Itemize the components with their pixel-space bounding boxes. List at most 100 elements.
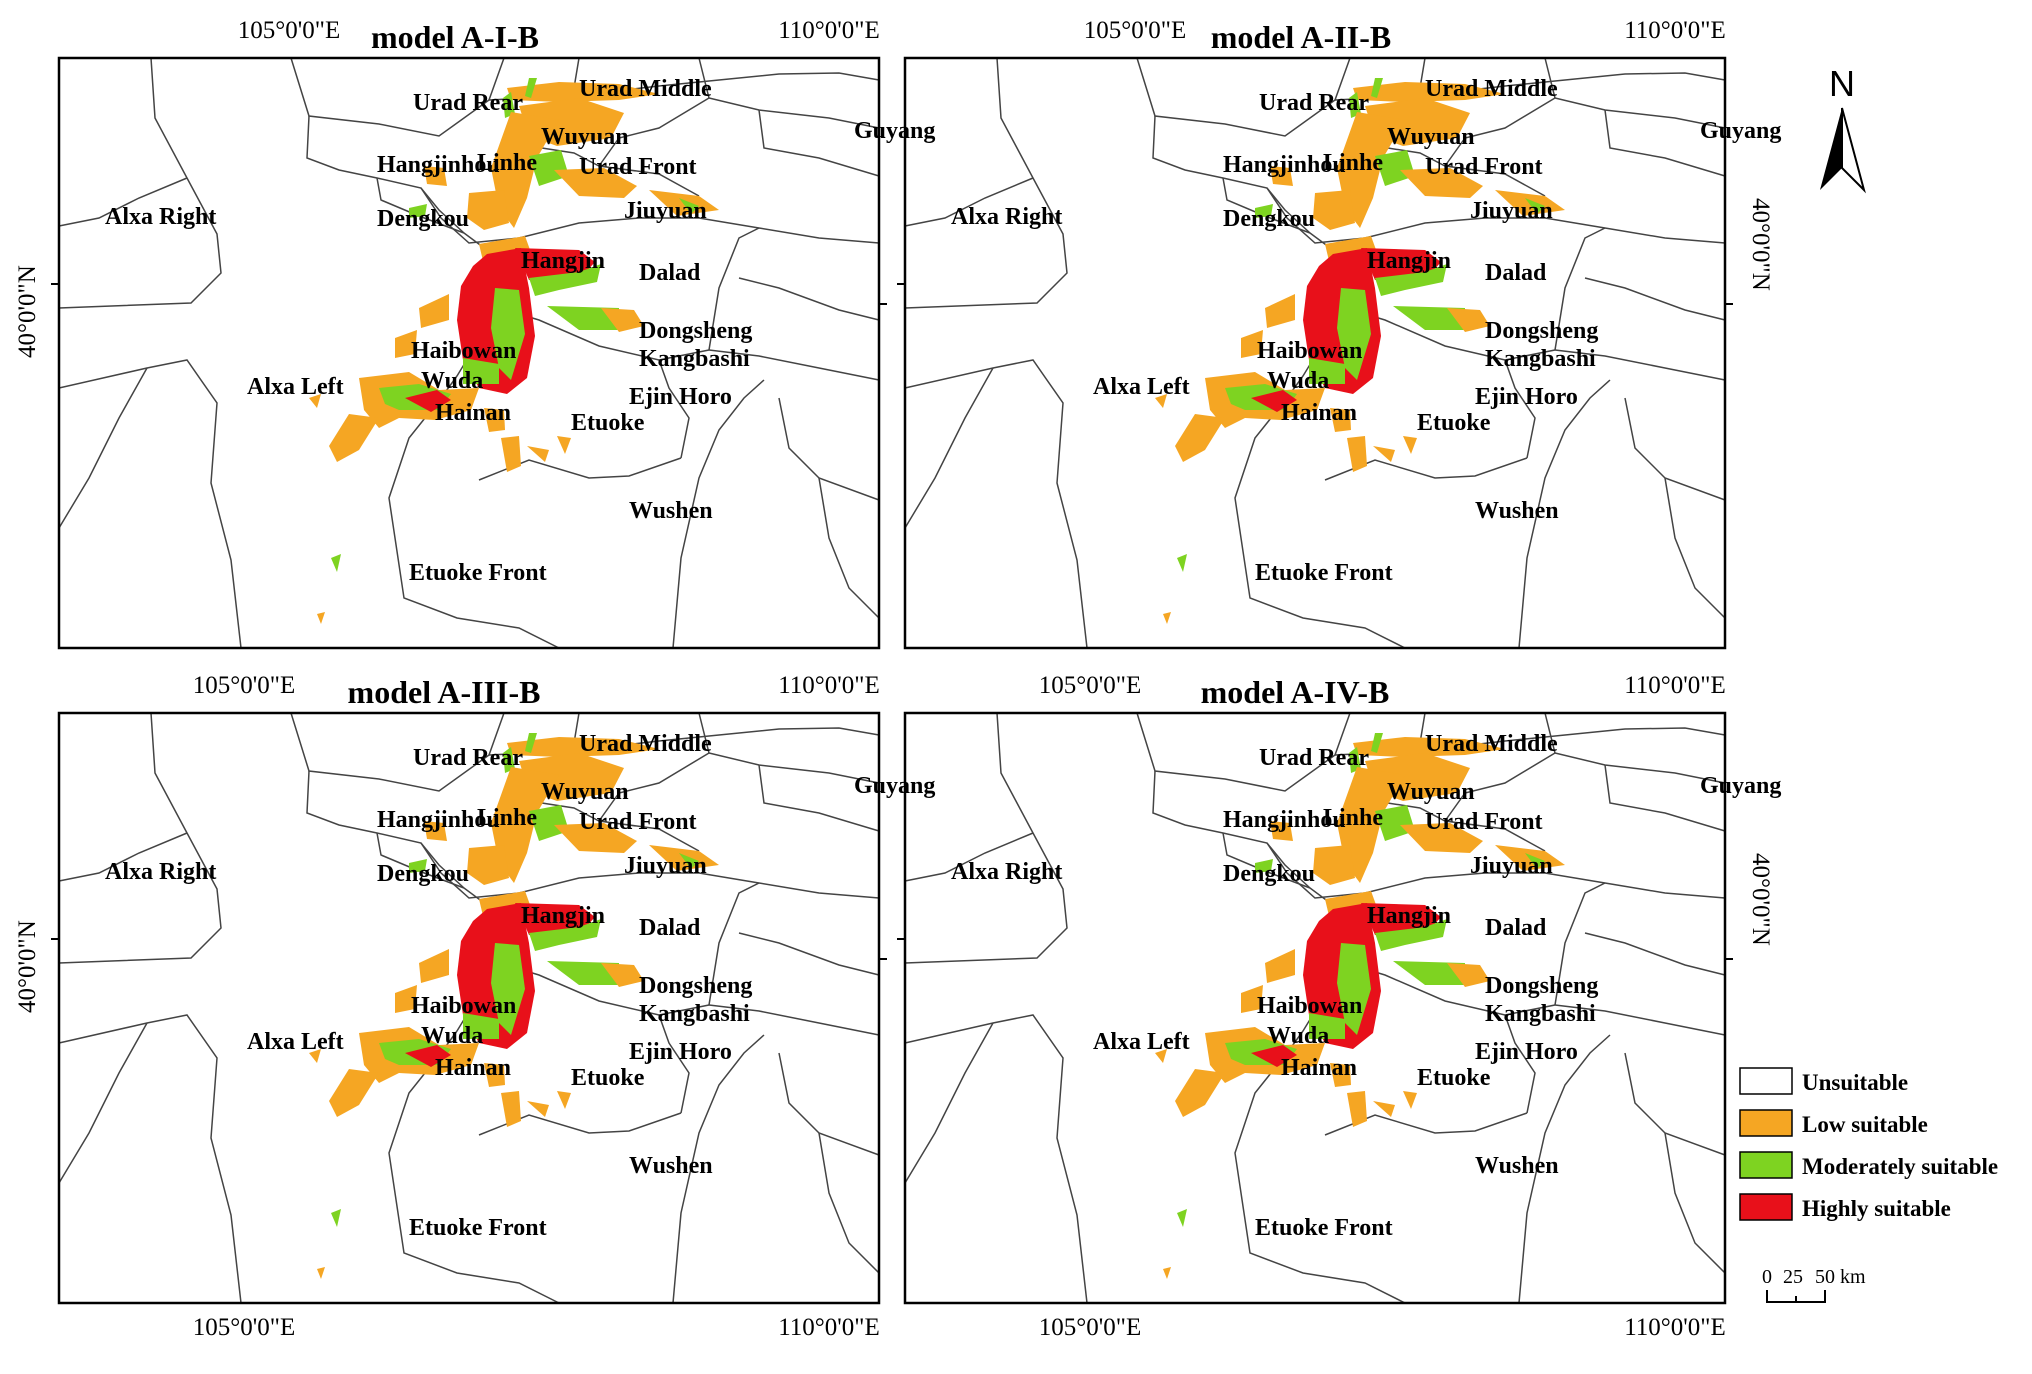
place-label: Haibowan [411, 993, 516, 1019]
place-label: Dengkou [377, 861, 469, 887]
place-label: Etuoke Front [1255, 1215, 1393, 1241]
place-label: Alxa Left [247, 1029, 344, 1055]
place-label: Urad Front [579, 809, 697, 835]
place-label: Dalad [1485, 915, 1547, 941]
place-label: Hangjinhou [377, 807, 500, 833]
place-label: Jiuyuan [1470, 198, 1553, 224]
legend-label: Unsuitable [1802, 1070, 1908, 1095]
place-label: Kangbashi [639, 346, 750, 372]
place-label: Wushen [1475, 498, 1559, 524]
place-label: Urad Rear [413, 745, 523, 771]
place-label: Urad Middle [1425, 76, 1558, 102]
place-label: Dongsheng [639, 973, 752, 999]
place-label: Linhe [477, 150, 537, 176]
place-label: Urad Front [1425, 154, 1543, 180]
place-label: Ejin Horo [629, 1039, 732, 1065]
place-label: Urad Rear [1259, 745, 1369, 771]
place-label: Kangbashi [639, 1001, 750, 1027]
lon-label-110-bottom: 110°0'0"E [778, 1314, 880, 1341]
place-label: Alxa Right [105, 859, 216, 885]
lon-label-105-bottom: 105°0'0"E [193, 1314, 295, 1341]
place-label: Wuyuan [1387, 124, 1475, 150]
north-arrow: N [1820, 63, 1866, 194]
legend-item-moderately-suitable: Moderately suitable [1739, 1151, 1998, 1179]
lon-label-105: 105°0'0"E [1039, 672, 1141, 699]
lon-label-105: 105°0'0"E [193, 672, 295, 699]
lon-label-110-bottom: 110°0'0"E [1624, 1314, 1726, 1341]
place-label: Hangjin [521, 248, 605, 274]
place-label: Linhe [477, 805, 537, 831]
scale-tick-25: 25 [1783, 1266, 1803, 1288]
place-label: Jiuyuan [1470, 853, 1553, 879]
place-label: Kangbashi [1485, 346, 1596, 372]
legend-item-highly-suitable: Highly suitable [1739, 1193, 1951, 1221]
lat-label-40: 40°0'0"N [1747, 198, 1774, 291]
lat-label-40: 40°0'0"N [14, 920, 41, 1013]
place-labels: Urad Rear Urad Middle Guyang Wuyuan Hangjinh… [951, 76, 1781, 586]
legend-swatch [1739, 1193, 1793, 1221]
place-label: Wuyuan [541, 779, 629, 805]
place-label: Hainan [1281, 400, 1357, 426]
place-label: Ejin Horo [1475, 1039, 1578, 1065]
place-label: Alxa Left [247, 374, 344, 400]
place-label: Dalad [639, 915, 701, 941]
lat-label-40: 40°0'0"N [14, 265, 41, 358]
legend-item-unsuitable: Unsuitable [1739, 1067, 1908, 1095]
place-label: Hainan [435, 400, 511, 426]
place-label: Dalad [1485, 260, 1547, 286]
place-label: Urad Middle [579, 731, 712, 757]
place-label: Wushen [629, 1153, 713, 1179]
place-labels: Urad Rear Urad Middle Guyang Wuyuan Hangjinh… [105, 731, 935, 1241]
place-label: Haibowan [1257, 993, 1362, 1019]
place-label: Wushen [1475, 1153, 1559, 1179]
scale-tick-0: 0 [1762, 1266, 1772, 1288]
place-label: Alxa Right [951, 204, 1062, 230]
place-label: Urad Front [579, 154, 697, 180]
place-label: Urad Middle [1425, 731, 1558, 757]
legend-label: Highly suitable [1802, 1196, 1951, 1221]
scale-bar: 0 25 50 km [1762, 1266, 1866, 1303]
place-label: Ejin Horo [629, 384, 732, 410]
north-arrow-icon [1820, 108, 1842, 190]
place-label: Wuda [1267, 368, 1329, 394]
lon-label-105: 105°0'0"E [238, 17, 340, 44]
place-label: Alxa Left [1093, 374, 1190, 400]
legend: Unsuitable Low suitable Moderately suita… [1739, 1067, 1998, 1221]
legend-swatch [1739, 1067, 1793, 1095]
place-label: Dengkou [1223, 206, 1315, 232]
lat-label-40: 40°0'0"N [1747, 853, 1774, 946]
place-label: Etuoke [1417, 1065, 1491, 1091]
place-label: Dongsheng [1485, 318, 1598, 344]
place-label: Hangjin [521, 903, 605, 929]
lon-label-110: 110°0'0"E [1624, 672, 1726, 699]
scale-tick-50: 50 [1815, 1266, 1835, 1288]
place-label: Dongsheng [1485, 973, 1598, 999]
scale-unit: km [1840, 1266, 1866, 1288]
place-label: Kangbashi [1485, 1001, 1596, 1027]
map-panel-a4: model A-IV-B 105°0'0"E 110°0'0"E 105°0'0… [895, 672, 1781, 1341]
map-panel-a2: model A-II-B 105°0'0"E 110°0'0"E 40°0'0"… [895, 17, 1781, 650]
place-label: Wuda [1267, 1023, 1329, 1049]
place-label: Etuoke [1417, 410, 1491, 436]
place-label: Wuda [421, 1023, 483, 1049]
place-label: Dengkou [1223, 861, 1315, 887]
place-label: Etuoke Front [409, 1215, 547, 1241]
legend-label: Moderately suitable [1802, 1154, 1998, 1179]
place-label: Alxa Right [951, 859, 1062, 885]
place-label: Dengkou [377, 206, 469, 232]
place-label: Hangjinhou [1223, 807, 1346, 833]
place-label: Hangjinhou [1223, 152, 1346, 178]
lon-label-110: 110°0'0"E [778, 672, 880, 699]
panel-title: model A-III-B [348, 674, 541, 710]
place-label: Wushen [629, 498, 713, 524]
place-label: Haibowan [411, 338, 516, 364]
place-label: Urad Rear [1259, 90, 1369, 116]
place-label: Jiuyuan [624, 198, 707, 224]
legend-item-low-suitable: Low suitable [1739, 1109, 1928, 1137]
place-label: Hangjinhou [377, 152, 500, 178]
legend-swatch [1739, 1151, 1793, 1179]
place-label: Etuoke Front [409, 560, 547, 586]
place-labels: Urad Rear Urad Middle Guyang Wuyuan Hangjinh… [105, 76, 935, 586]
place-label: Wuyuan [1387, 779, 1475, 805]
